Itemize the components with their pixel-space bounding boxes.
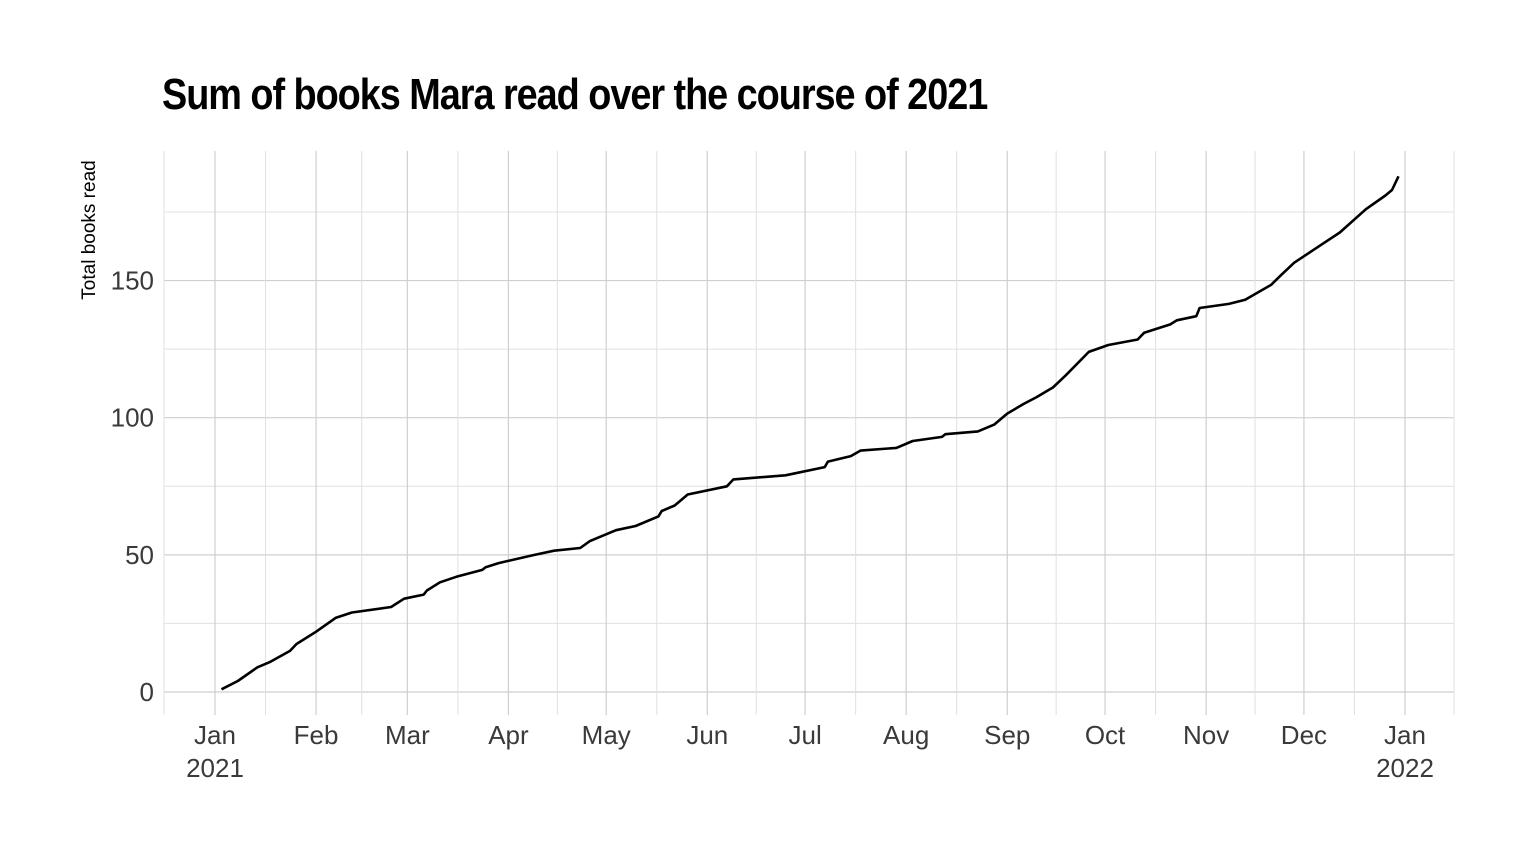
chart-title: Sum of books Mara read over the course o…: [162, 70, 988, 119]
gridlines: [163, 151, 1455, 715]
x-tick-label: Jun: [686, 720, 728, 750]
x-tick-label: Jan: [1384, 720, 1426, 750]
y-tick-label: 100: [111, 403, 154, 433]
y-tick-label: 150: [111, 266, 154, 296]
y-tick-label: 50: [125, 540, 154, 570]
x-tick-label: Apr: [488, 720, 529, 750]
x-tick-label: Oct: [1085, 720, 1126, 750]
y-axis-ticks: 0 50 100 150: [111, 266, 154, 707]
x-tick-label: Nov: [1183, 720, 1229, 750]
x-tick-year-label: 2022: [1376, 753, 1434, 783]
x-tick-label: Jul: [788, 720, 821, 750]
x-tick-label: Aug: [883, 720, 929, 750]
y-tick-label: 0: [140, 677, 154, 707]
x-tick-label: Jan: [194, 720, 236, 750]
x-tick-label: May: [582, 720, 631, 750]
x-tick-year-label: 2021: [186, 753, 244, 783]
x-tick-label: Feb: [294, 720, 339, 750]
x-tick-label: Mar: [385, 720, 430, 750]
x-tick-label: Sep: [984, 720, 1030, 750]
data-line: [220, 175, 1400, 691]
x-tick-label: Dec: [1281, 720, 1327, 750]
